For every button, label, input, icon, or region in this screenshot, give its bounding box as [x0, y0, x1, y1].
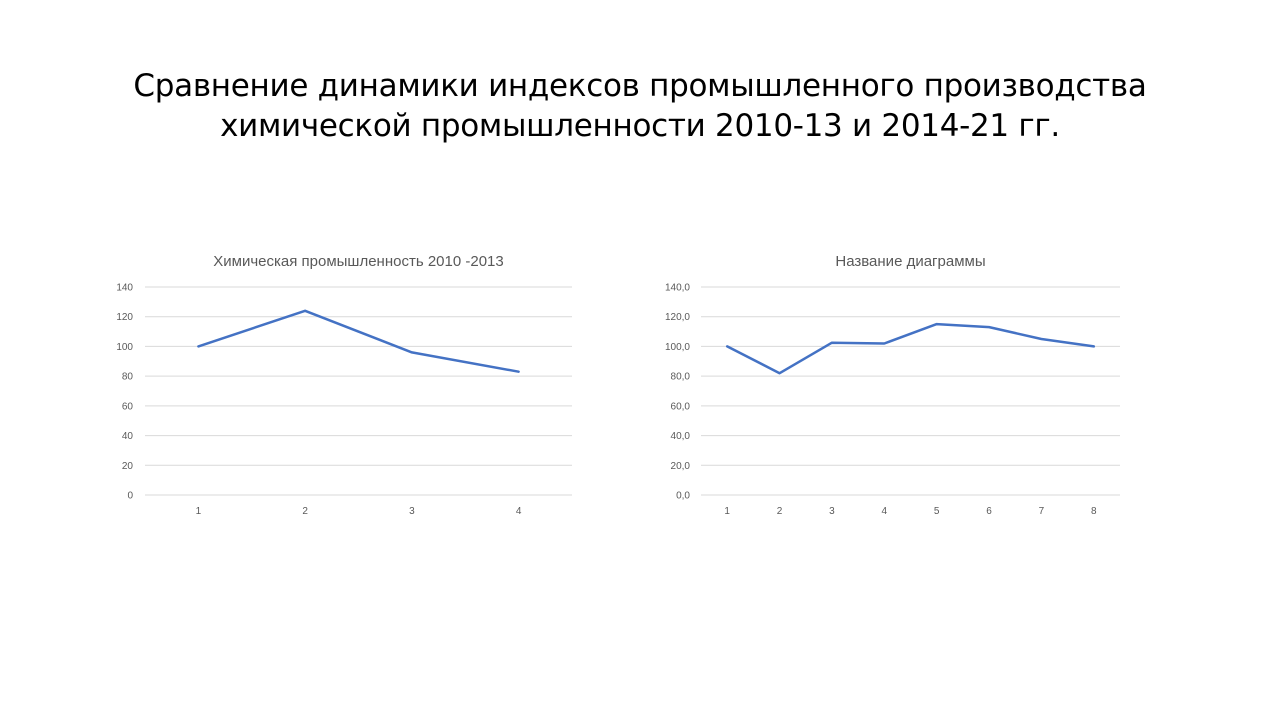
y-tick-label: 140,0: [665, 283, 690, 294]
x-tick-label: 3: [829, 506, 835, 517]
y-tick-label: 0: [127, 491, 133, 502]
slide-title-line-2: химической промышленности 2010-13 и 2014…: [220, 108, 1060, 144]
x-tick-label: 6: [986, 506, 992, 517]
y-tick-label: 120: [116, 312, 133, 323]
x-tick-label: 2: [302, 506, 308, 517]
y-tick-label: 120,0: [665, 312, 690, 323]
y-tick-label: 0,0: [676, 491, 690, 502]
series-line: [725, 322, 1096, 375]
x-tick-label: 4: [516, 506, 522, 517]
x-tick-label: 1: [724, 506, 730, 517]
series-line: [197, 309, 520, 373]
x-tick-label: 3: [409, 506, 415, 517]
y-tick-label: 20,0: [671, 461, 691, 472]
chart-svg-right: Название диаграммы 0,0 20,0 40,0 60,0 80,0 100…: [665, 253, 1120, 517]
y-tick-label: 100: [116, 342, 133, 353]
y-tick-label: 20: [122, 461, 134, 472]
y-tick-label: 80,0: [671, 372, 691, 383]
x-tick-label: 7: [1039, 506, 1045, 517]
y-tick-label: 140: [116, 283, 133, 294]
y-tick-label: 60: [122, 401, 134, 412]
y-tick-label: 40: [122, 431, 134, 442]
x-tick-label: 5: [934, 506, 940, 517]
y-tick-label: 80: [122, 372, 134, 383]
y-tick-label: 100,0: [665, 342, 690, 353]
chart-chemical-2010-2013: Химическая промышленность 2010 -2013 0 20 4…: [100, 240, 590, 530]
chart-diagram-name: Название диаграммы 0,0 20,0 40,0 60,0 80,0 100…: [640, 240, 1140, 530]
x-tick-label: 8: [1091, 506, 1097, 517]
slide-title-line-1: Сравнение динамики индексов промышленног…: [133, 68, 1147, 104]
chart-title: Название диаграммы: [835, 253, 985, 270]
y-tick-label: 60,0: [671, 401, 691, 412]
x-tick-label: 2: [777, 506, 783, 517]
y-tick-label: 40,0: [671, 431, 691, 442]
chart-title: Химическая промышленность 2010 -2013: [213, 253, 503, 270]
x-tick-label: 4: [882, 506, 888, 517]
x-tick-label: 1: [196, 506, 202, 517]
chart-svg-left: Химическая промышленность 2010 -2013 0 20 4…: [116, 253, 572, 517]
slide-title: Сравнение динамики индексов промышленног…: [0, 66, 1280, 146]
